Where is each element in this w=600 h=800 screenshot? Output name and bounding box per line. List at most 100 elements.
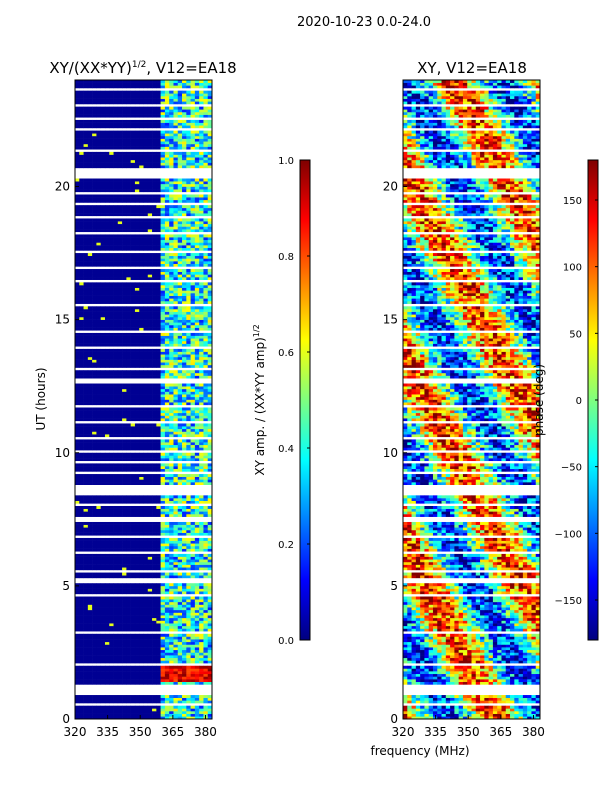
heatmap-cell — [194, 399, 200, 403]
heatmap-cell — [199, 609, 204, 613]
heatmap-cell — [203, 529, 209, 533]
heatmap-cell — [75, 506, 80, 509]
heatmap-cell — [79, 529, 84, 533]
heatmap-cell — [96, 277, 101, 280]
heatmap-cell — [113, 644, 119, 648]
heatmap-cell — [160, 234, 166, 238]
heatmap-cell — [152, 599, 157, 603]
heatmap-cell — [173, 482, 179, 485]
heatmap-cell — [169, 386, 174, 390]
heatmap-cell — [160, 245, 166, 249]
heatmap-cell — [134, 468, 140, 472]
heatmap-cell — [190, 205, 196, 209]
heatmap-cell — [87, 245, 93, 249]
heatmap-cell — [143, 628, 149, 632]
heatmap-cell — [83, 697, 89, 701]
heatmap-cell — [147, 620, 153, 624]
heatmap-cell — [75, 559, 80, 563]
heatmap-cell — [75, 716, 80, 720]
heatmap-cell — [199, 655, 204, 659]
heatmap-cell — [169, 295, 174, 299]
heatmap-cell — [147, 633, 153, 637]
heatmap-cell — [87, 537, 93, 541]
heatmap-cell — [134, 508, 140, 512]
heatmap-cell — [207, 300, 213, 304]
heatmap-cell — [182, 561, 187, 565]
heatmap-cell — [83, 543, 89, 547]
heatmap-cell — [203, 649, 209, 653]
heatmap-cell — [104, 426, 110, 430]
heatmap-cell — [83, 316, 89, 320]
heatmap-cell — [117, 575, 123, 579]
heatmap-cell — [164, 545, 170, 549]
heatmap-cell — [147, 625, 153, 629]
heatmap-cell — [164, 506, 170, 509]
heatmap-cell — [186, 513, 191, 517]
heatmap-cell — [130, 636, 136, 640]
heatmap-cell — [79, 311, 84, 315]
heatmap-cell — [117, 468, 123, 472]
heatmap-cell — [130, 639, 136, 643]
heatmap-cell — [92, 527, 97, 531]
heatmap-cell — [130, 676, 136, 680]
heatmap-cell — [143, 652, 149, 656]
heatmap-cell — [104, 532, 110, 536]
heatmap-cell — [143, 229, 149, 233]
heatmap-cell — [87, 434, 93, 438]
heatmap-cell — [152, 681, 157, 685]
heatmap-cell — [177, 396, 183, 400]
heatmap-cell — [160, 482, 166, 485]
heatmap-cell — [160, 567, 166, 571]
heatmap-cell — [104, 513, 110, 517]
heatmap-cell — [92, 695, 97, 698]
heatmap-cell — [134, 399, 140, 403]
heatmap-cell — [96, 588, 101, 592]
heatmap-cell — [104, 596, 110, 600]
heatmap-cell — [152, 705, 157, 709]
heatmap-cell — [186, 716, 191, 720]
heatmap-cell — [109, 700, 114, 704]
heatmap-cell — [143, 322, 149, 326]
heatmap-cell — [104, 335, 110, 339]
heatmap-cell — [126, 609, 131, 613]
left-heatmap — [75, 80, 213, 720]
heatmap-cell — [122, 609, 127, 613]
heatmap-cell — [79, 210, 84, 214]
heatmap-cell — [96, 705, 101, 709]
heatmap-cell — [147, 641, 153, 645]
heatmap-cell — [194, 657, 200, 661]
heatmap-cell — [182, 716, 187, 720]
heatmap-cell — [143, 601, 149, 605]
heatmap-cell — [126, 428, 131, 432]
heatmap-cell — [79, 322, 84, 326]
heatmap-cell — [164, 290, 170, 294]
heatmap-cell — [96, 348, 101, 352]
heatmap-cell — [113, 415, 119, 419]
heatmap-cell — [79, 468, 84, 472]
heatmap-cell — [87, 463, 93, 467]
heatmap-cell — [156, 545, 161, 549]
heatmap-cell — [156, 506, 161, 509]
heatmap-cell — [79, 444, 84, 448]
heatmap-cell — [75, 708, 80, 712]
heatmap-cell — [190, 447, 196, 451]
heatmap-cell — [104, 615, 110, 619]
heatmap-cell — [164, 407, 170, 411]
heatmap-cell — [203, 322, 209, 326]
heatmap-cell — [113, 226, 119, 230]
heatmap-cell — [92, 591, 97, 595]
heatmap-cell — [104, 308, 110, 312]
heatmap-cell — [100, 537, 106, 541]
heatmap-cell — [117, 476, 123, 480]
heatmap-cell — [169, 700, 174, 704]
heatmap-cell — [92, 636, 97, 640]
heatmap-cell — [186, 482, 191, 485]
heatmap-cell — [194, 247, 200, 251]
heatmap-cell — [160, 540, 166, 544]
heatmap-cell — [83, 681, 89, 685]
heatmap-cell — [79, 609, 84, 613]
heatmap-cell — [203, 410, 209, 414]
heatmap-cell — [203, 269, 209, 272]
heatmap-cell — [143, 255, 149, 259]
heatmap-cell — [164, 287, 170, 291]
